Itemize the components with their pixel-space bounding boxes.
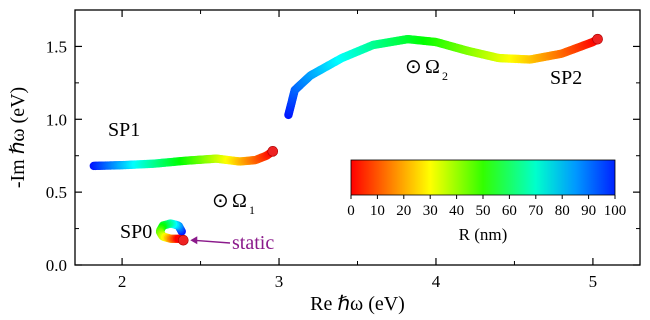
- colorbar-tick-label: 60: [502, 203, 517, 219]
- omega-symbol: ⊙: [212, 190, 229, 212]
- plot-area: 2 3 4 5 0.0 0.5 1.0 1.5 Re ℏω (eV) -Im ℏω (eV) SP0…: [7, 9, 641, 315]
- colorbar-tick-label: 70: [528, 203, 543, 219]
- omega-subscript: 1: [249, 203, 255, 217]
- y-tick-label: 0.0: [46, 256, 67, 275]
- omega-subscript: 2: [442, 69, 448, 83]
- static-arrow-line: [192, 239, 231, 244]
- colorbar: [350, 159, 616, 196]
- series-SP0-end-marker: [177, 234, 189, 246]
- colorbar-tick-label: 50: [476, 203, 491, 219]
- y-tick-label: 1.5: [46, 37, 67, 56]
- label-sp1: SP1: [108, 119, 140, 141]
- x-tick-label: 3: [275, 272, 284, 291]
- label-sp0: SP0: [120, 221, 152, 243]
- omega-label: Ω: [425, 56, 440, 78]
- y-tick-label: 1.0: [46, 110, 67, 129]
- static-label: static: [232, 232, 274, 254]
- colorbar-tick-label: 90: [581, 203, 596, 219]
- colorbar-tick-label: 0: [347, 203, 355, 219]
- colorbar-tick-label: 10: [370, 203, 385, 219]
- series-SP2-end-marker: [592, 33, 603, 45]
- x-tick-label: 5: [589, 272, 598, 291]
- colorbar-tick-label: 100: [604, 203, 627, 219]
- x-tick-label: 2: [118, 272, 127, 291]
- x-axis-title: Re ℏω (eV): [310, 293, 405, 315]
- colorbar-tick-label: 40: [449, 203, 464, 219]
- x-tick-label: 4: [432, 272, 441, 291]
- colorbar-tick-label: 20: [396, 203, 411, 219]
- label-sp2: SP2: [550, 67, 582, 89]
- colorbar-title: R (nm): [459, 225, 508, 244]
- static-arrow-head: [190, 236, 198, 245]
- y-tick-label: 0.5: [46, 183, 67, 202]
- series-SP1-end-marker: [267, 146, 279, 157]
- omega-symbol: ⊙: [405, 56, 422, 78]
- colorbar-tick-label: 80: [555, 203, 570, 219]
- y-axis-title: -Im ℏω (eV): [7, 87, 29, 188]
- omega-label: Ω: [232, 190, 247, 212]
- colorbar-tick-label: 30: [423, 203, 438, 219]
